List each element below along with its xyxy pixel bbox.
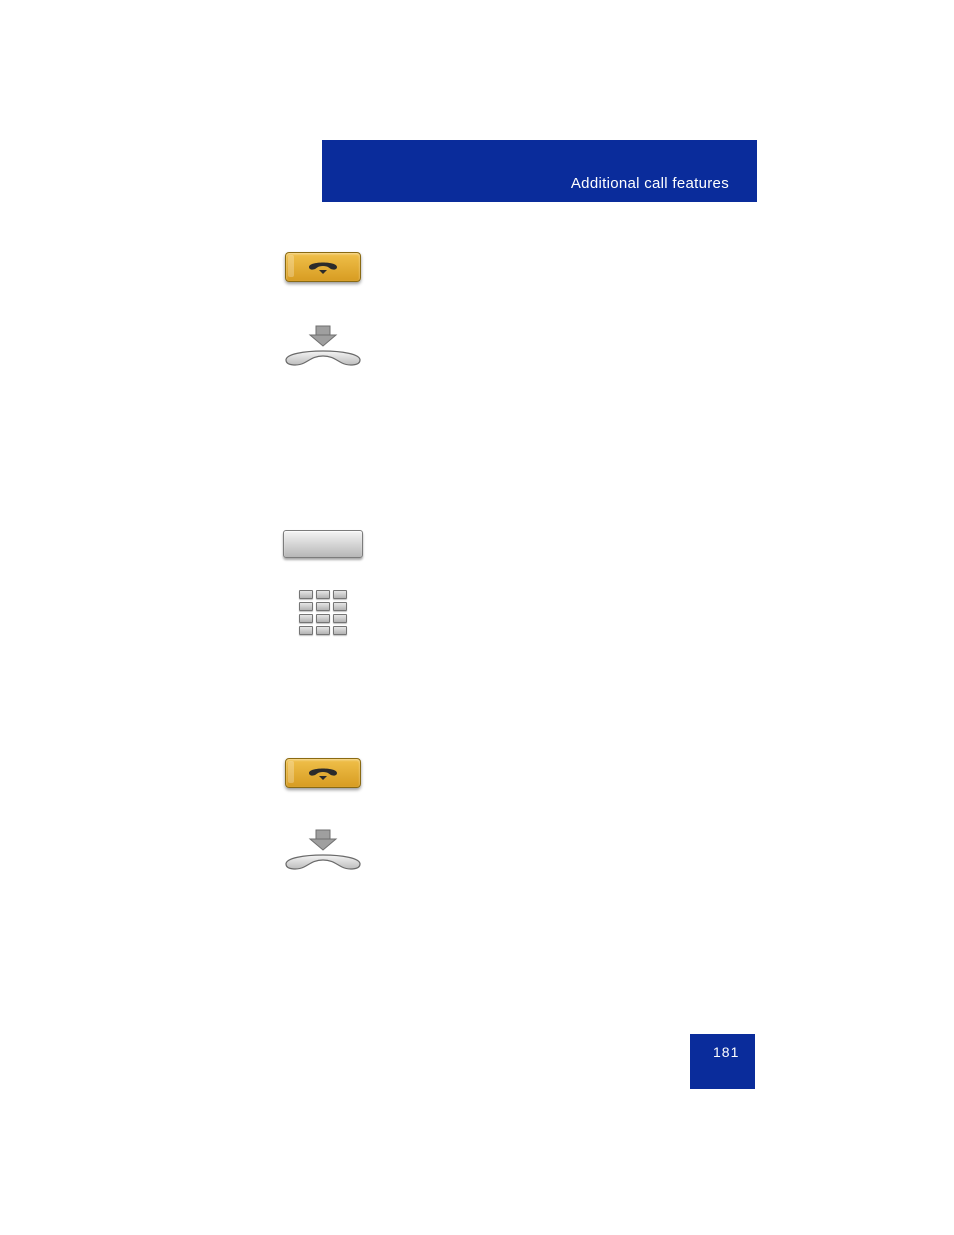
soft-key-icon (283, 530, 363, 558)
step-handset-1 (283, 322, 363, 366)
dialpad-icon (283, 590, 363, 635)
step-dialpad (283, 590, 363, 635)
page-number-box: 181 (690, 1034, 755, 1089)
handset-hangup-icon (283, 322, 363, 366)
step-softkey (283, 530, 363, 558)
step-goodbye-1 (283, 252, 363, 282)
goodbye-key-icon (283, 252, 363, 282)
header-section-title: Additional call features (571, 175, 729, 192)
step-goodbye-2 (283, 758, 363, 788)
page-number: 181 (713, 1044, 739, 1060)
handset-hangup-icon (283, 826, 363, 870)
header-band: Additional call features (322, 140, 757, 202)
page-root: Additional call features (0, 0, 954, 1235)
step-handset-2 (283, 826, 363, 870)
goodbye-key-icon (283, 758, 363, 788)
